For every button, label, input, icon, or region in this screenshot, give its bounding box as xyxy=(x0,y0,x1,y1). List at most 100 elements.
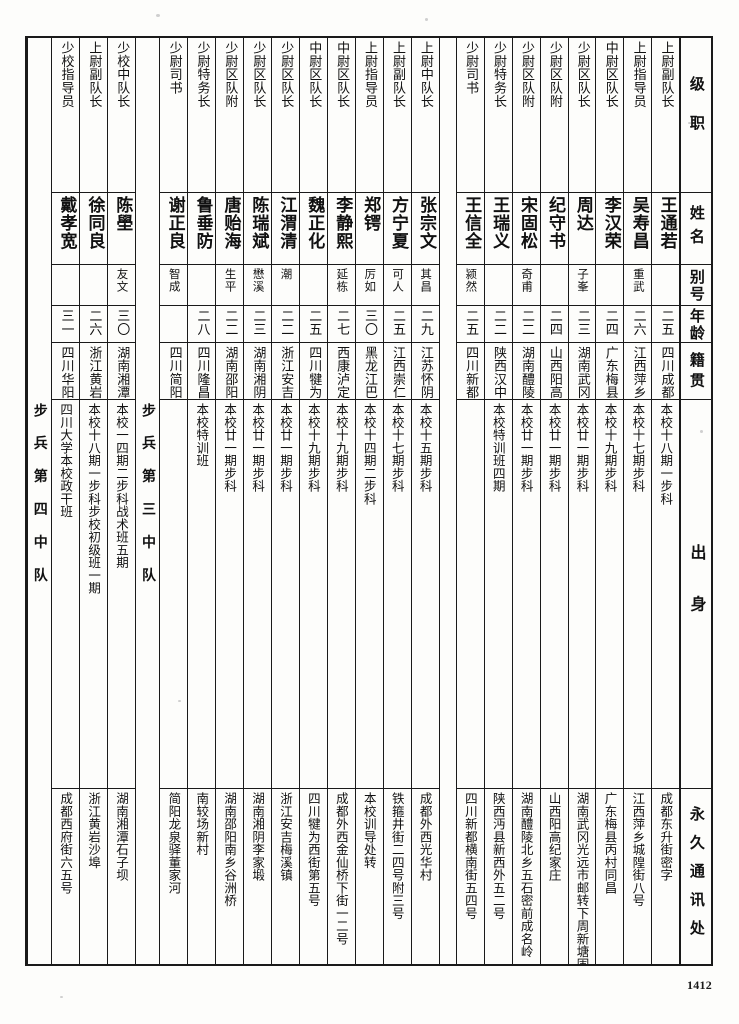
member-alias-text: 重武 xyxy=(631,267,646,292)
member-alias-cell: 其昌 xyxy=(411,265,439,307)
member-address-cell: 湖南邵阳南乡谷洲桥 xyxy=(216,789,243,964)
member-rank-cell: 少尉区队长 xyxy=(244,38,272,193)
member-name-cell: 戴孝宽 xyxy=(52,193,80,265)
member-age-cell: 二三 xyxy=(568,306,596,344)
member-native-place-cell: 四川新都 xyxy=(456,343,484,401)
row-header-name: 姓名 xyxy=(681,193,711,265)
member-name-text: 陈瑞斌 xyxy=(248,195,269,250)
member-name-text: 戴孝宽 xyxy=(56,195,77,250)
member-origin-text: 本校十八期一步科步校初级班一期 xyxy=(86,403,102,595)
member-age-text: 二六 xyxy=(630,309,646,337)
member-rank-text: 中尉区队长 xyxy=(306,41,322,108)
scan-speck xyxy=(60,996,63,998)
member-alias-cell xyxy=(596,265,624,307)
member-native-place-cell: 西康泸定 xyxy=(327,343,355,401)
member-age-text: 三〇 xyxy=(114,309,130,337)
member-native-place-text: 湖南湘潭 xyxy=(114,346,130,400)
member-origin-text: 本校十七期步科 xyxy=(389,403,405,493)
member-alias-text: 其昌 xyxy=(419,267,434,292)
member-age-cell: 二七 xyxy=(327,306,355,344)
member-name-text: 王瑞义 xyxy=(489,195,510,250)
member-column: 中尉区队长 魏正化 二五 四川犍为 本校十九期步科 四川犍为西街第五号 xyxy=(298,38,327,964)
member-age-cell: 二五 xyxy=(456,306,484,344)
member-native-place-text: 湖南武冈 xyxy=(574,346,590,400)
member-address-text: 湖南湘潭石子坝 xyxy=(114,792,130,882)
member-name-text: 周达 xyxy=(572,195,593,232)
member-name-text: 方宁夏 xyxy=(388,195,409,250)
member-rank-cell: 少校指导员 xyxy=(52,38,80,193)
member-alias-text: 友文 xyxy=(115,267,130,292)
member-native-place-cell: 湖南醴陵 xyxy=(512,343,540,401)
member-rank-cell: 上尉指导员 xyxy=(355,38,383,193)
member-alias-text: 可人 xyxy=(391,267,406,292)
member-rank-text: 少尉区队长 xyxy=(278,41,294,108)
member-rank-cell: 上尉中队长 xyxy=(411,38,439,193)
member-address-cell: 湖南醴陵北乡五石密前成名岭 xyxy=(513,789,540,964)
member-rank-text: 上尉指导员 xyxy=(362,41,378,108)
member-name-cell: 李静熙 xyxy=(327,193,355,265)
member-alias-text: 智成 xyxy=(167,267,182,292)
member-address-cell: 四川新都横南街五四号 xyxy=(457,789,484,964)
member-age-text: 二七 xyxy=(334,309,350,337)
row-header-native-place-label: 籍贯 xyxy=(687,351,706,393)
member-native-place-cell: 江西崇仁 xyxy=(383,343,411,401)
member-native-place-text: 湖南邵阳 xyxy=(222,346,238,400)
member-origin-cell: 本校十九期步科 xyxy=(327,400,355,790)
member-age-cell xyxy=(160,306,188,344)
member-address-cell: 本校训导处转 xyxy=(356,789,383,964)
member-name-cell: 徐同良 xyxy=(80,193,108,265)
member-origin-cell: 本校一四期二步科战术班五期 xyxy=(108,400,135,790)
member-age-cell: 二二 xyxy=(512,306,540,344)
member-name-text: 纪守书 xyxy=(544,195,565,250)
member-origin-text: 本校十七期步科 xyxy=(630,403,646,493)
member-name-cell: 王通若 xyxy=(652,193,680,265)
member-rank-text: 少尉区队附 xyxy=(518,41,534,108)
member-age-cell: 二四 xyxy=(540,306,568,344)
member-age-cell: 二八 xyxy=(188,306,216,344)
member-column: 少校指导员 戴孝宽 三一 四川华阳 四川大学本校政干班 成都西府街六五号 xyxy=(51,38,80,964)
member-alias-cell: 颍然 xyxy=(456,265,484,307)
member-origin-text: 本校一四期二步科战术班五期 xyxy=(114,403,130,569)
member-age-text: 三〇 xyxy=(362,309,378,337)
member-address-text: 成都西府街六五号 xyxy=(58,792,74,895)
member-name-cell: 郑锷 xyxy=(355,193,383,265)
member-address-cell: 成都外西光华村 xyxy=(412,789,439,964)
member-age-cell: 二四 xyxy=(596,306,624,344)
member-column: 少校中队长 陈壆 友文 三〇 湖南湘潭 本校一四期二步科战术班五期 湖南湘潭石子坝 xyxy=(107,38,135,964)
member-age-cell: 二三 xyxy=(244,306,272,344)
member-native-place-cell: 四川隆昌 xyxy=(188,343,216,401)
member-column: 中尉区队长 李汉荣 二四 广东梅县 本校十九期步科 广东梅县丙村同昌 xyxy=(595,38,624,964)
member-name-cell: 唐贻海 xyxy=(216,193,244,265)
member-age-text: 二二 xyxy=(491,309,507,337)
member-origin-text: 本校十八期一步科 xyxy=(658,403,674,506)
member-address-text: 山西阳高纪家庄 xyxy=(546,792,562,882)
member-origin-text: 本校十四期二步科 xyxy=(361,403,377,506)
member-column: 中尉区队长 李静熙 延栋 二七 西康泸定 本校十九期步科 成都外西金仙桥下街一二号 xyxy=(326,38,355,964)
member-address-text: 本校训导处转 xyxy=(361,792,377,869)
member-native-place-cell: 黑龙江巴彦 xyxy=(355,343,383,401)
member-native-place-text: 浙江黄岩 xyxy=(86,346,102,400)
member-age-cell: 二二 xyxy=(216,306,244,344)
member-age-text: 二二 xyxy=(278,309,294,337)
row-header-name-label: 姓名 xyxy=(687,205,706,252)
member-origin-text: 本校廿一期步科 xyxy=(278,403,293,493)
member-rank-cell: 上尉副队长 xyxy=(80,38,108,193)
member-rank-text: 中尉区队长 xyxy=(334,41,350,108)
member-rank-cell: 上尉指导员 xyxy=(624,38,652,193)
member-address-text: 铁箍井街二四号附三号 xyxy=(389,792,405,920)
member-name-cell: 李汉荣 xyxy=(596,193,624,265)
member-address-text: 浙江安吉梅溪镇 xyxy=(278,792,293,882)
member-alias-text: 颍然 xyxy=(464,267,479,292)
member-age-text: 二五 xyxy=(658,309,674,337)
member-origin-cell: 本校廿一期步科 xyxy=(272,400,299,790)
member-native-place-cell: 浙江安吉 xyxy=(272,343,299,401)
member-alias-text: 奇甫 xyxy=(520,267,535,292)
member-origin-text: 本校特训班四期 xyxy=(490,403,506,493)
member-column: 少尉区队长 陈瑞斌 懋溪 二三 湖南湘阴 本校廿一期步科 湖南湘阴李家塅 xyxy=(243,38,272,964)
member-column: 上尉指导员 吴寿昌 重武 二六 江西萍乡 本校十七期步科 江西萍乡城隍街八号 xyxy=(623,38,652,964)
member-rank-text: 上尉副队长 xyxy=(86,41,102,108)
member-rank-text: 少尉区队长 xyxy=(250,41,266,108)
member-address-text: 江西萍乡城隍街八号 xyxy=(630,792,646,908)
member-name-text: 郑锷 xyxy=(360,195,381,232)
member-alias-cell: 智成 xyxy=(160,265,188,307)
